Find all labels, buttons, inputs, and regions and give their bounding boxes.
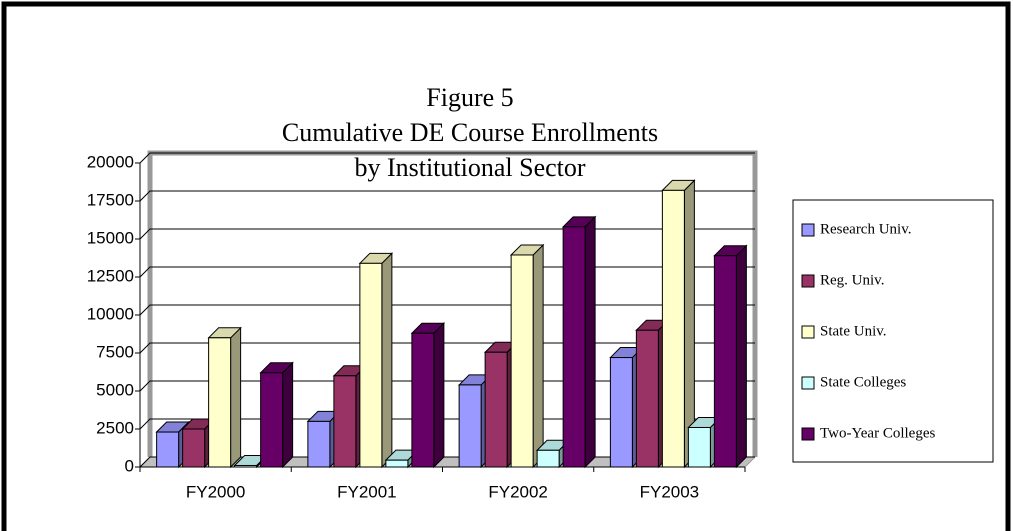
y-tick-label: 5000 [96,380,134,399]
bar [635,329,659,468]
x-tick-label: FY2002 [488,482,548,501]
grid-line [139,190,755,202]
bar [208,337,232,468]
legend-swatch [801,427,815,441]
x-tick-label: FY2000 [186,482,246,501]
bar-side [381,252,393,469]
legend-swatch [801,325,815,339]
bar-side [230,326,242,469]
bar-side [282,361,294,469]
bar-side [433,322,445,469]
legend-swatch [801,223,815,237]
bar [687,426,711,468]
x-tick-label: FY2001 [337,482,397,501]
y-tick-label: 7500 [96,342,134,361]
y-tick-label: 15000 [87,228,134,247]
bar [484,351,508,468]
x-tick-label: FY2003 [640,482,700,501]
legend-label: Reg. Univ. [820,272,884,288]
y-tick-label: 20000 [87,152,134,171]
grid-line [139,380,755,392]
grid-line [139,228,755,240]
bar [307,420,331,468]
bar [182,428,206,468]
bar [536,449,560,468]
legend-label: State Colleges [820,374,906,390]
bar-side [735,244,747,469]
bar [260,372,284,468]
bar-side [532,243,544,469]
bar [713,255,737,468]
bar [609,357,633,468]
bar-side [584,215,596,469]
legend-label: State Univ. [820,323,887,339]
grid-line [139,418,755,430]
y-tick-label: 17500 [87,190,134,209]
legend [792,199,994,463]
bar [562,226,586,468]
grid-line [139,342,755,354]
y-tick-label: 12500 [87,266,134,285]
bar [510,254,534,468]
bar [234,464,258,468]
bar [333,375,357,468]
y-tick-label: 0 [125,456,134,475]
y-tick-label: 2500 [96,418,134,437]
legend-swatch [801,274,815,288]
legend-label: Research Univ. [820,221,912,237]
legend-label: Two-Year Colleges [820,425,935,441]
chart-title: Figure 5 [426,83,513,112]
bar [411,332,435,468]
bar [359,262,383,468]
legend-swatch [801,376,815,390]
grid-line [139,304,755,316]
chart-title: Cumulative DE Course Enrollments [282,118,658,147]
bar [385,459,409,468]
grid-line [139,152,755,164]
bar [156,431,180,468]
y-tick-label: 10000 [87,304,134,323]
chart-title: by Institutional Sector [354,153,585,182]
grid-line [139,266,755,278]
bar [458,384,482,468]
bar [661,189,685,468]
